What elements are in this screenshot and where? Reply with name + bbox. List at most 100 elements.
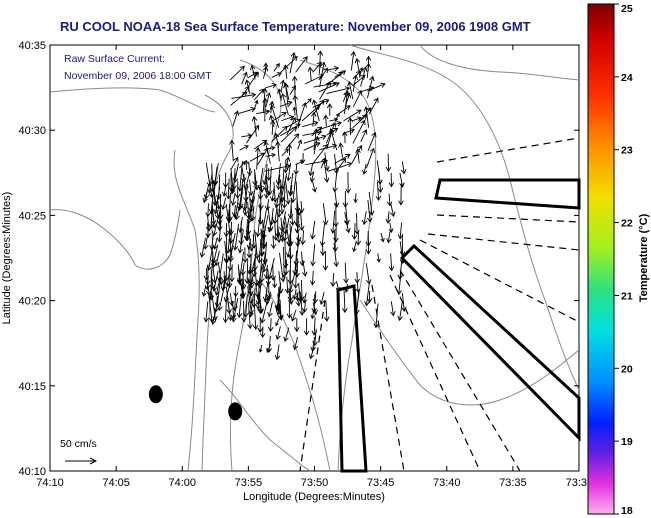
current-vector bbox=[267, 301, 273, 318]
shipping-lanes bbox=[336, 178, 581, 473]
current-vector bbox=[256, 291, 261, 300]
current-vector bbox=[311, 111, 317, 127]
current-vector bbox=[272, 223, 279, 241]
current-vector bbox=[283, 259, 289, 276]
scale-arrow bbox=[65, 457, 98, 465]
current-vector bbox=[300, 153, 306, 164]
y-tick-label: 40:30 bbox=[18, 125, 46, 137]
current-vector bbox=[311, 99, 320, 122]
current-vector bbox=[266, 291, 272, 302]
current-vector bbox=[297, 102, 307, 127]
current-vector bbox=[398, 183, 404, 206]
current-vector bbox=[245, 124, 260, 144]
current-vector bbox=[397, 301, 403, 322]
chart-title: RU COOL NOAA-18 Sea Surface Temperature:… bbox=[60, 19, 531, 34]
current-vector bbox=[221, 184, 228, 197]
current-vector bbox=[248, 280, 254, 297]
current-vector bbox=[280, 93, 289, 116]
current-vector bbox=[302, 292, 308, 304]
current-vector bbox=[229, 264, 235, 283]
current-vector bbox=[283, 327, 290, 342]
current-vector bbox=[302, 120, 319, 128]
current-vector bbox=[251, 234, 257, 249]
current-vector bbox=[292, 106, 297, 116]
current-vector bbox=[265, 274, 271, 286]
current-vector bbox=[280, 79, 286, 92]
current-vector bbox=[396, 270, 402, 296]
current-vector bbox=[257, 317, 263, 333]
current-vector bbox=[310, 309, 316, 320]
current-vector bbox=[292, 269, 299, 289]
lane-boundaries bbox=[299, 137, 580, 472]
current-vector bbox=[220, 275, 227, 292]
x-tick-label: 73:50 bbox=[301, 477, 329, 489]
current-vector bbox=[333, 190, 340, 208]
current-vector bbox=[366, 291, 373, 304]
current-vector bbox=[342, 290, 348, 314]
current-vector bbox=[229, 173, 237, 195]
current-vector bbox=[241, 300, 247, 323]
current-vector bbox=[234, 180, 241, 199]
current-vector bbox=[248, 186, 256, 213]
current-vector bbox=[290, 309, 297, 322]
current-vector bbox=[228, 293, 235, 307]
current-vector bbox=[240, 286, 246, 298]
current-vector bbox=[361, 211, 368, 226]
current-vector bbox=[252, 169, 258, 187]
colorbar-tick-label: 18 bbox=[621, 505, 633, 517]
current-vector bbox=[217, 262, 224, 286]
current-vector bbox=[243, 159, 249, 170]
current-vector bbox=[380, 232, 385, 243]
current-vector bbox=[267, 216, 274, 233]
current-vector bbox=[275, 301, 282, 316]
current-vector bbox=[209, 277, 216, 290]
current-vector bbox=[300, 230, 306, 246]
current-vector bbox=[354, 57, 361, 72]
current-vector bbox=[266, 335, 273, 354]
current-vector bbox=[267, 318, 274, 332]
current-vector bbox=[225, 209, 232, 222]
current-vector bbox=[294, 318, 300, 333]
coastline-sandy-hook bbox=[173, 149, 200, 472]
current-vector bbox=[285, 156, 291, 169]
current-vector bbox=[258, 193, 264, 211]
current-vector bbox=[266, 344, 272, 353]
current-vector bbox=[343, 262, 349, 284]
current-vector bbox=[264, 199, 271, 211]
current-vector bbox=[319, 143, 338, 151]
current-vector bbox=[238, 106, 256, 114]
y-tick-label: 40:15 bbox=[18, 381, 46, 393]
current-vector bbox=[347, 117, 354, 136]
x-tick-label: 74:10 bbox=[36, 477, 64, 489]
current-vector bbox=[299, 280, 305, 302]
current-vector bbox=[216, 205, 223, 226]
y-axis: 40:35 40:30 40:25 40:20 40:15 40:10 bbox=[18, 40, 579, 478]
current-vector bbox=[286, 116, 297, 136]
current-vector bbox=[298, 210, 305, 232]
y-tick-label: 40:10 bbox=[18, 466, 46, 478]
current-vector bbox=[366, 75, 375, 99]
current-vector bbox=[294, 216, 301, 234]
current-vector bbox=[397, 260, 403, 280]
current-vector bbox=[270, 235, 277, 250]
current-vector bbox=[236, 294, 243, 319]
current-vector bbox=[344, 283, 349, 293]
contour-20m bbox=[229, 59, 282, 472]
current-vector bbox=[399, 241, 406, 265]
colorbar-tick-label: 19 bbox=[621, 436, 633, 448]
current-vector bbox=[199, 237, 206, 258]
contour-north bbox=[419, 44, 580, 81]
current-vector bbox=[365, 147, 376, 169]
current-vector bbox=[265, 92, 272, 108]
current-vector bbox=[269, 119, 276, 135]
current-vector bbox=[313, 135, 320, 155]
current-vector bbox=[385, 153, 392, 172]
contour-inner-1 bbox=[219, 379, 311, 472]
current-vector bbox=[288, 185, 294, 197]
current-vector bbox=[212, 237, 219, 250]
colorbar-tick-label: 25 bbox=[621, 3, 633, 15]
current-vector bbox=[230, 192, 237, 206]
current-vector bbox=[275, 318, 280, 327]
current-vector bbox=[399, 233, 406, 257]
current-vector bbox=[230, 91, 248, 106]
